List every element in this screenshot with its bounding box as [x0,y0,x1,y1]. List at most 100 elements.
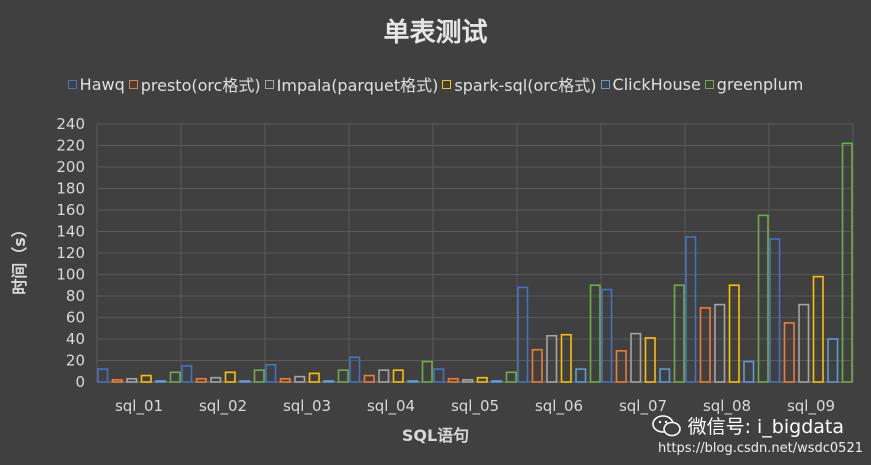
legend-swatch [442,79,452,89]
bar [378,369,390,383]
bar [560,333,572,383]
bar [349,356,361,383]
bar [323,380,335,383]
bar [699,307,711,383]
bar [337,369,349,383]
x-tick-label: sql_04 [367,397,415,416]
y-tick-label: 0 [75,373,85,391]
bar [714,303,726,383]
bar [546,334,558,383]
x-tick-label: sql_05 [451,397,499,416]
legend-label: ClickHouse [612,74,701,94]
bar [265,363,277,383]
bar [169,371,181,383]
bar [757,214,769,383]
legend-swatch [264,79,274,89]
legend-label: greenplum [716,74,804,94]
chart-title: 单表测试 [383,18,488,48]
chart-legend: Hawq presto(orc格式) Impala(parquet格式) spark-… [0,72,871,96]
bar [659,368,671,383]
bar [644,337,656,383]
bar [615,350,627,383]
bar [253,369,265,383]
bar [589,284,601,383]
bar [743,360,755,383]
legend-swatch [600,79,610,89]
bar [531,348,543,383]
bar [798,303,810,383]
bar [126,377,138,383]
legend-swatch [704,79,714,89]
bar [769,238,781,383]
x-tick-label: sql_06 [535,397,583,416]
y-tick-label: 120 [56,244,85,262]
y-tick-label: 140 [56,223,85,241]
bar [111,379,123,383]
legend-item: ClickHouse [600,72,701,96]
bar [505,371,517,383]
legend-label: Hawq [79,74,125,94]
bar [224,371,236,383]
x-axis-title: SQL语句 [401,426,470,445]
y-axis-title: 时间（s） [10,221,29,295]
watermark: 微信号: i_bigdata [651,412,844,439]
legend-swatch [67,79,77,89]
y-tick-label: 220 [56,137,85,155]
x-tick-label: sql_01 [115,397,163,416]
y-tick-label: 160 [56,201,85,219]
legend-item: presto(orc格式) [128,72,261,96]
x-tick-label: sql_09 [787,397,835,416]
watermark-url: https://blog.csdn.net/wsdc0521 [658,441,863,456]
bar [517,286,529,383]
bar [407,380,419,383]
legend-label: Impala(parquet格式) [276,76,439,95]
y-tick-label: 60 [66,309,85,327]
bar [685,236,697,383]
bar [601,288,613,383]
legend-item: Impala(parquet格式) [264,72,439,96]
bar [195,377,207,383]
x-tick-label: sql_03 [283,397,331,416]
y-tick-label: 20 [66,352,85,370]
y-tick-label: 40 [66,330,85,348]
bar [575,368,587,383]
x-tick-label: sql_02 [199,397,247,416]
y-tick-label: 180 [56,180,85,198]
legend-item: spark-sql(orc格式) [442,72,597,96]
bar [476,376,488,383]
y-tick-label: 80 [66,287,85,305]
watermark-label: 微信号: i_bigdata [687,416,844,438]
bar [630,332,642,383]
bar [392,369,404,383]
bar [97,368,109,383]
bar [140,374,152,383]
legend-label: presto(orc格式) [140,76,261,95]
bar [728,284,740,383]
bar [294,375,306,383]
bar [673,284,685,383]
bar [783,322,795,383]
bar [421,360,433,383]
bar [462,379,474,383]
bar [812,275,824,383]
wechat-icon [651,414,681,436]
bar [181,365,193,383]
bar [491,380,503,383]
bar [363,374,375,383]
legend-item: Hawq [67,72,125,96]
bar [447,377,459,383]
bar [210,376,222,383]
y-tick-label: 200 [56,158,85,176]
bar [239,380,251,383]
bar [155,380,167,383]
bar [433,368,445,383]
bar [841,142,853,383]
y-tick-label: 100 [56,266,85,284]
x-tick-label: sql_07 [619,397,667,416]
x-tick-label: sql_08 [703,397,751,416]
bar [279,377,291,383]
bar [827,338,839,383]
y-tick-label: 240 [56,115,85,133]
legend-swatch [128,79,138,89]
